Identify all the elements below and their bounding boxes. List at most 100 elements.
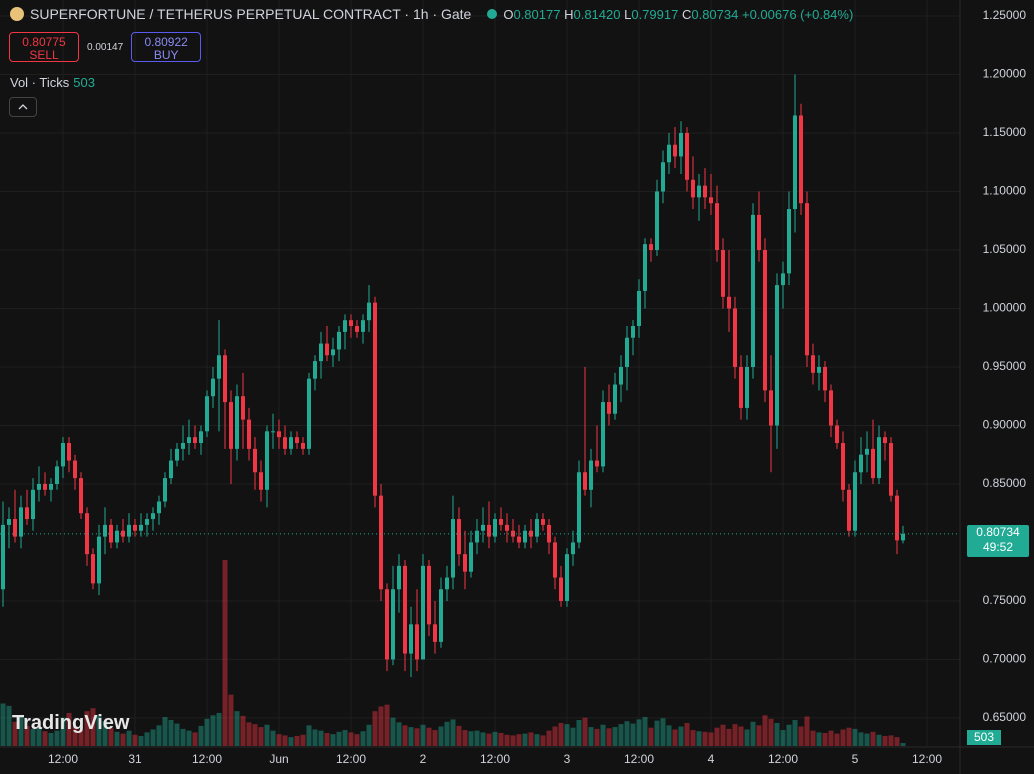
volume-bar [534,734,540,746]
volume-bar [684,722,690,746]
volume-bar [504,734,510,746]
volume-bar [462,730,468,746]
candle-body [469,542,473,572]
volume-bar [666,725,672,746]
volume-bar [720,724,726,746]
volume-bar [228,694,234,746]
ohlc-key: L [624,6,632,22]
volume-bar [360,731,366,746]
candle-body [901,533,905,541]
volume-bar [774,722,780,746]
candle-body [751,214,755,367]
y-tick-label: 0.65000 [983,710,1027,724]
candle-body [235,396,239,449]
candle-body [691,179,695,198]
sell-label: SELL [29,48,59,62]
volume-bar [210,715,216,746]
volume-bar [78,729,84,746]
candle-body [823,366,827,391]
candle-body [187,437,191,444]
candle-body [337,331,341,350]
candle-body [169,460,173,479]
y-tick-label: 1.15000 [983,125,1027,139]
candle-body [865,448,869,455]
candle-body [685,133,689,180]
volume-bar [780,730,786,746]
volume-bar [216,712,222,746]
sell-button[interactable]: 0.80775 SELL [9,32,79,62]
candle-body [343,320,347,332]
volume-value: 503 [73,75,95,90]
candle-body [601,402,605,467]
countdown: 49:52 [982,539,1014,554]
volume-bar [138,735,144,746]
volume-bar [618,724,624,746]
volume-bar [540,735,546,746]
volume-bar [786,724,792,746]
candle-body [613,384,617,414]
volume-bar [36,727,42,746]
candle-body [403,565,407,654]
volume-bar [180,728,186,746]
y-tick-label: 0.70000 [983,652,1027,666]
volume-bar [672,729,678,746]
candle-body [589,460,593,490]
candle-body [49,483,53,490]
volume-bar [702,731,708,746]
candle-body [175,448,179,461]
volume-bar [726,728,732,746]
candle-body [295,437,299,444]
candle-body [421,565,425,660]
candle-body [391,589,395,660]
volume-bar [186,730,192,746]
candle-body [883,437,887,444]
volume-bar [432,730,438,746]
volume-bar [414,728,420,746]
candle-body [145,519,149,525]
volume-bar [870,731,876,746]
candle-body [1,524,5,590]
candle-body [415,624,419,660]
candle-body [475,530,479,543]
buy-price: 0.80922 [144,35,188,49]
volume-bar [294,735,300,746]
buy-button[interactable]: 0.80922 BUY [131,32,202,62]
y-tick-label: 1.25000 [983,8,1027,22]
candle-body [67,443,71,461]
candle-body [259,472,263,490]
volume-bar [882,735,888,746]
candle-body [493,519,497,537]
volume-bar [426,727,432,746]
volume-bar [834,733,840,746]
volume-legend: Vol · Ticks 503 [10,75,95,90]
symbol-icon [10,7,24,21]
candle-body [655,191,659,250]
volume-bar [600,724,606,746]
volume-bar [528,732,534,746]
volume-bar [498,733,504,746]
candle-body [703,185,707,198]
ohlc-value: 0.80734 [691,6,739,22]
candle-body [385,589,389,660]
candle-body [499,519,503,525]
volume-bar [288,737,294,746]
candle-body [745,366,749,408]
volume-bar [330,734,336,746]
volume-bar [840,729,846,746]
volume-bar [678,726,684,746]
volume-bar [852,728,858,746]
volume-bar [642,717,648,746]
candle-body [271,431,275,433]
volume-bar [348,732,354,746]
collapse-button[interactable] [9,97,37,117]
candle-body [607,402,611,414]
volume-bar [402,725,408,746]
volume-bar [102,721,108,746]
candle-body [253,448,257,473]
x-tick-label: 2 [420,752,427,766]
volume-bar [384,704,390,746]
volume-bar [258,727,264,746]
volume-bar [546,730,552,746]
volume-bar [420,724,426,746]
candle-body [565,554,569,601]
